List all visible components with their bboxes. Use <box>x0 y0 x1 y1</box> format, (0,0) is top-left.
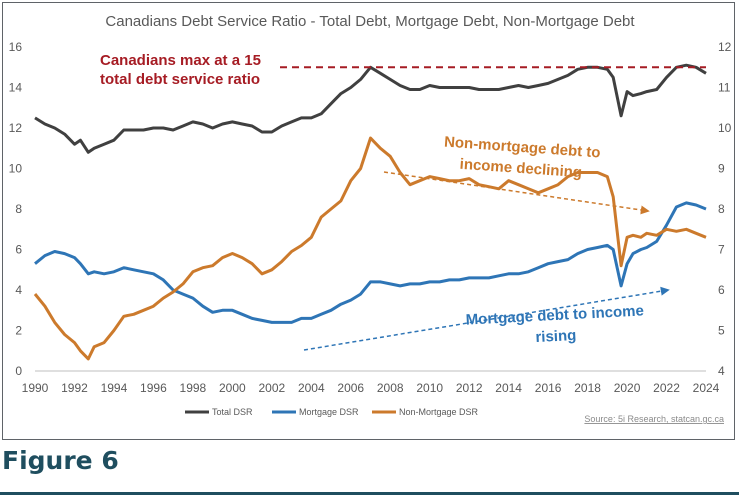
x-tick-label: 1994 <box>101 381 128 395</box>
legend-label: Total DSR <box>212 407 253 417</box>
debt-service-ratio-chart: Canadians Debt Service Ratio - Total Deb… <box>9 13 732 424</box>
series-layer <box>33 63 707 361</box>
series-line-mortgage-dsr <box>34 201 707 324</box>
y-left-tick-label: 4 <box>15 283 22 297</box>
x-tick-label: 2004 <box>298 381 325 395</box>
chart-title: Canadians Debt Service Ratio - Total Deb… <box>105 13 635 30</box>
legend-label: Non-Mortgage DSR <box>399 407 479 417</box>
x-tick-label: 1992 <box>61 381 88 395</box>
blue-trend-arrow <box>303 286 670 351</box>
x-tick-label: 2018 <box>574 381 601 395</box>
y-right-tick-label: 11 <box>718 81 731 95</box>
y-right-tick-label: 5 <box>718 324 725 338</box>
series-line-non-mortgage-dsr <box>33 136 707 361</box>
x-tick-label: 2024 <box>693 381 720 395</box>
y-right-tick-label: 6 <box>718 283 725 297</box>
caption-rule <box>0 492 739 495</box>
x-tick-label: 2022 <box>653 381 680 395</box>
y-left-tick-label: 2 <box>15 324 22 338</box>
orange-trend-arrow <box>383 171 650 215</box>
annotation-text: rising <box>535 327 577 346</box>
x-tick-label: 2010 <box>416 381 443 395</box>
y-left-tick-label: 0 <box>15 364 22 378</box>
y-left-tick-label: 8 <box>15 202 22 216</box>
annotation-layer: Canadians max at a 15 total debt service … <box>100 52 670 351</box>
legend: Total DSR Mortgage DSR Non-Mortgage DSR <box>185 407 479 417</box>
x-tick-label: 2014 <box>495 381 522 395</box>
y-right-tick-label: 12 <box>718 40 732 54</box>
x-tick-label: 2020 <box>614 381 641 395</box>
annotation-text: Mortgage debt to income <box>465 302 644 328</box>
annotation-text: total debt service ratio <box>100 71 260 88</box>
x-tick-label: 1990 <box>22 381 49 395</box>
y-left-tick-label: 12 <box>9 121 23 135</box>
x-tick-label: 2012 <box>456 381 483 395</box>
y-left-tick-label: 16 <box>9 40 23 54</box>
y-right-tick-label: 9 <box>718 162 725 176</box>
y-left-tick-label: 10 <box>9 162 23 176</box>
x-tick-label: 2006 <box>337 381 364 395</box>
y-right-tick-label: 4 <box>718 364 725 378</box>
x-tick-label: 2002 <box>258 381 285 395</box>
caption-bar <box>0 443 739 499</box>
y-right-tick-label: 10 <box>718 121 732 135</box>
legend-label: Mortgage DSR <box>299 407 359 417</box>
annotation-group: Canadians max at a 15 total debt service … <box>100 52 261 88</box>
x-tick-label: 1998 <box>180 381 207 395</box>
y-left-tick-label: 14 <box>9 81 23 95</box>
x-tick-label: 1996 <box>140 381 167 395</box>
axes: 0 2 4 6 8 10 12 14 16 4 5 6 7 8 9 10 11 12 1990 1992 1994 199… <box>9 40 732 395</box>
x-tick-label: 2000 <box>219 381 246 395</box>
x-tick-label: 2008 <box>377 381 404 395</box>
source-note: Source: 5i Research, statcan.gc.ca <box>584 414 724 424</box>
figure-caption: Figure 6 <box>2 446 119 475</box>
y-right-tick-label: 8 <box>718 202 725 216</box>
x-tick-label: 2016 <box>535 381 562 395</box>
annotation-text: income declining <box>459 156 582 182</box>
annotation-text: Canadians max at a 15 <box>100 52 261 69</box>
y-right-tick-label: 7 <box>718 243 725 257</box>
y-left-tick-label: 6 <box>15 243 22 257</box>
series-line-total-dsr <box>34 63 707 154</box>
